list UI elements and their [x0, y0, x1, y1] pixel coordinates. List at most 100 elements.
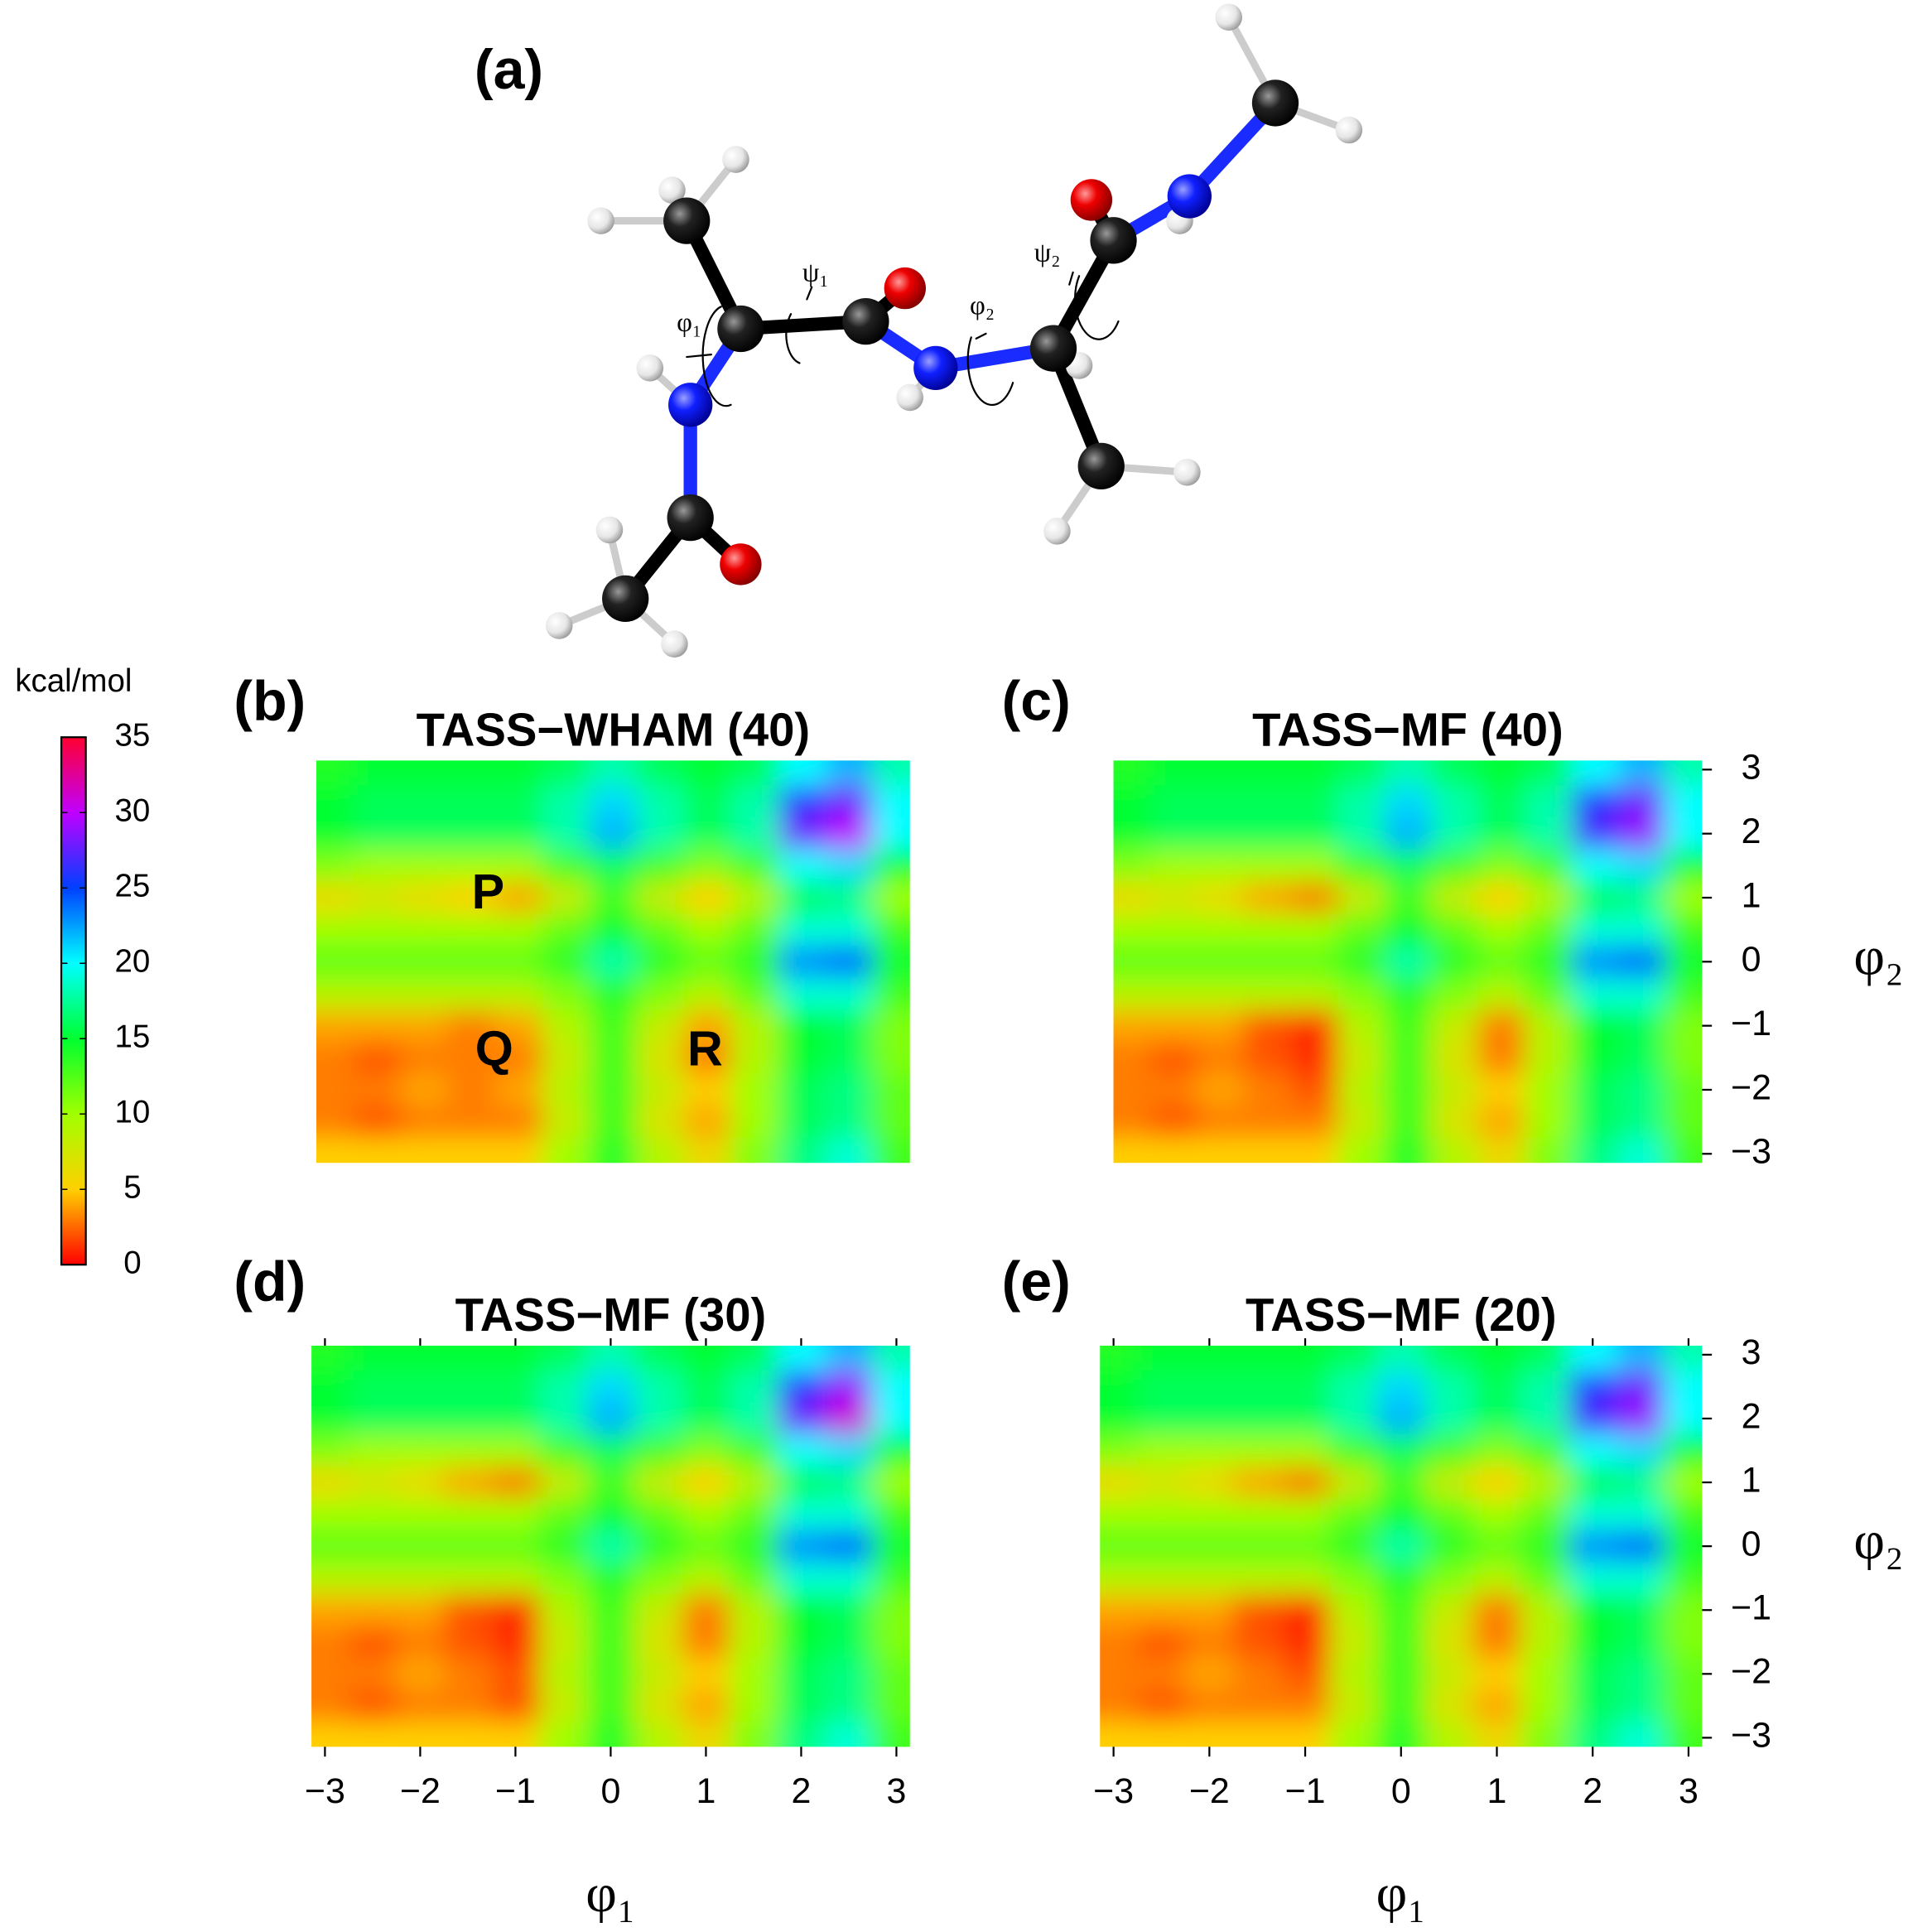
heat-cell [1618, 1106, 1666, 1139]
heat-cell [311, 1402, 349, 1435]
heat-cell [1376, 1722, 1426, 1747]
heat-cell [1376, 1562, 1426, 1595]
x-tick-label: −3 [305, 1771, 345, 1811]
heat-cell [1185, 1658, 1235, 1691]
heat-cell [316, 1073, 354, 1107]
heat-cell [873, 977, 910, 1011]
plot-area [316, 760, 910, 1164]
heat-cell [1617, 1434, 1665, 1467]
heat-cell [353, 849, 402, 883]
heat-cell [730, 1434, 778, 1467]
heat-cell [1113, 977, 1151, 1011]
heat-cell [316, 977, 354, 1011]
heat-cell [1664, 1402, 1703, 1435]
heat-cell [1337, 817, 1385, 850]
heat-cell [777, 1689, 826, 1722]
heat-cell [730, 1345, 778, 1371]
heat-cell [353, 785, 402, 819]
heat-cell [349, 1562, 398, 1595]
heat-cell [1233, 1689, 1282, 1722]
heat-cell [1525, 785, 1573, 819]
heat-cell [634, 1626, 683, 1659]
heat-cell [349, 1722, 398, 1747]
heat-cell [1233, 1722, 1282, 1747]
heat-cell [1520, 1498, 1570, 1531]
heat-cell [777, 1402, 826, 1435]
heat-cell [494, 1073, 543, 1107]
heat-cell [730, 1466, 778, 1500]
heat-cell [730, 1722, 778, 1747]
heat-cell [1617, 1466, 1665, 1500]
heat-cell [1376, 1530, 1426, 1563]
heat-cell [316, 913, 354, 947]
heat-cell [636, 785, 685, 819]
heat-cell [873, 760, 910, 787]
heat-cell [1665, 785, 1703, 819]
heat-cell [1149, 817, 1198, 850]
heat-cell [1233, 1498, 1282, 1531]
heat-cell [1233, 1593, 1282, 1627]
heat-cell [1520, 1562, 1570, 1595]
heat-cell [1617, 1689, 1665, 1722]
heat-cell [1384, 785, 1432, 819]
heat-cell [494, 1137, 543, 1164]
heat-cell [1525, 760, 1573, 787]
x-tick-label: −2 [1189, 1771, 1230, 1811]
annotation: P [472, 864, 505, 919]
heat-cell [1113, 1073, 1151, 1107]
heat-cell [730, 881, 779, 915]
heat-cell [872, 1689, 910, 1722]
heat-cell [1424, 1626, 1474, 1659]
heat-cell [873, 817, 910, 850]
heat-cell [1618, 977, 1666, 1011]
heat-cell [683, 1106, 732, 1139]
heat-cell [1617, 1593, 1665, 1627]
heat-cell [730, 1658, 778, 1691]
heat-cell [447, 817, 496, 850]
heat-cell [494, 817, 543, 850]
heat-cell [349, 1498, 398, 1531]
heat-cell [1149, 1106, 1198, 1139]
heat-cell [396, 1626, 445, 1659]
heat-cell [444, 1689, 493, 1722]
heat-cell [730, 1106, 779, 1139]
heat-cell [778, 1041, 826, 1075]
heat-cell [1665, 1073, 1703, 1107]
heat-cell [872, 1562, 910, 1595]
heat-cell [586, 1371, 635, 1404]
heat-cell [353, 1106, 402, 1139]
heat-cell [1233, 1626, 1282, 1659]
heat-cell [444, 1626, 493, 1659]
heat-cell [586, 1626, 635, 1659]
heat-cell [396, 1593, 445, 1627]
heat-cell [730, 1593, 778, 1627]
heat-cell [634, 1530, 683, 1563]
heat-cell [400, 1073, 449, 1107]
heat-cell [589, 1041, 638, 1075]
heat-cell [683, 913, 732, 947]
x-axis-label: φ₁ [585, 1864, 635, 1924]
heat-cell [316, 1041, 354, 1075]
torsion-label: ψ₁ [802, 258, 829, 287]
heat-cell [1137, 1562, 1187, 1595]
heat-cell [311, 1371, 349, 1404]
heat-cell [400, 1041, 449, 1075]
plot-area [1100, 1345, 1703, 1747]
heat-cell [1472, 1562, 1522, 1595]
heat-cell [444, 1722, 493, 1747]
colorbar-tick-label: 25 [115, 868, 151, 903]
heat-cell [444, 1371, 493, 1404]
heat-cell [825, 1689, 874, 1722]
heat-cell [1328, 1402, 1378, 1435]
heat-cell [1477, 881, 1526, 915]
y-tick-label: 3 [1742, 748, 1761, 788]
heat-cell [542, 1041, 590, 1075]
heat-cell [589, 1073, 638, 1107]
heat-cell [311, 1345, 349, 1371]
heat-cell [1337, 945, 1385, 979]
heat-cell [316, 760, 354, 787]
heat-cell [1290, 881, 1338, 915]
heat-cell [730, 913, 779, 947]
heat-cell [1431, 785, 1479, 819]
